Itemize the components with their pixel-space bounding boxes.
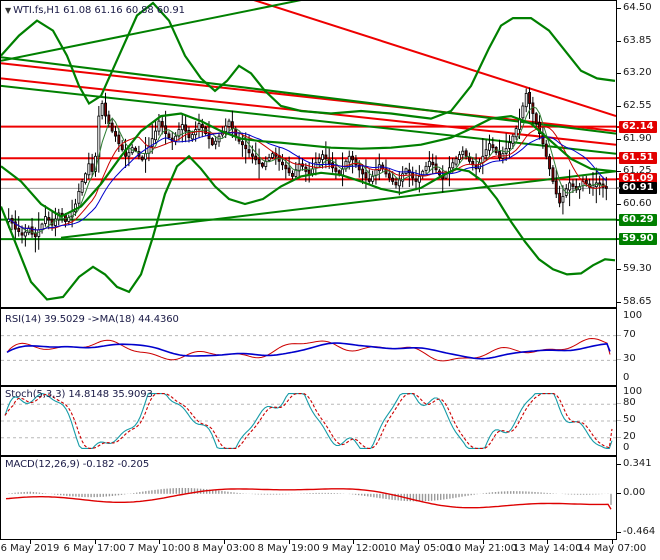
price-tick-mark	[617, 8, 621, 9]
price-pane-header: ▼ WTI.fs,H1 61.08 61.16 60.88 60.91	[5, 5, 185, 16]
price-level-connector	[617, 187, 620, 190]
stochastic-tick-mark	[617, 420, 621, 421]
macd-tick-label: 0.341	[623, 458, 652, 469]
price-tick-mark	[617, 269, 621, 271]
stochastic-pane[interactable]	[0, 386, 617, 456]
rsi-plot	[1, 309, 616, 385]
price-tick-label: 63.85	[623, 34, 652, 46]
time-tick-mark	[482, 540, 484, 544]
price-level-badge[interactable]: 59.90	[619, 233, 657, 246]
rsi-pane-header: RSI(14) 39.5029 ->MA(18) 44.4360	[5, 314, 179, 325]
price-tick-label: 59.30	[623, 263, 652, 275]
stochastic-tick-label: 100	[623, 386, 643, 397]
macd-pane-header: MACD(12,26,9) -0.182 -0.205	[5, 459, 150, 470]
price-tick-mark	[617, 204, 621, 205]
macd-tick-mark	[617, 532, 621, 533]
price-plot	[1, 1, 616, 307]
time-tick-label: 6 May 2019	[0, 543, 60, 554]
macd-axis[interactable]: 0.341 0.00 -0.464	[617, 456, 660, 540]
macd-tick-label: -0.464	[623, 526, 656, 537]
price-level-badge[interactable]: 60.29	[619, 213, 657, 226]
price-tick-mark	[617, 106, 621, 107]
stochastic-tick-mark	[617, 436, 621, 438]
macd-series-layer	[5, 487, 612, 510]
macd-pane[interactable]	[0, 456, 617, 540]
time-tick-label: 13 May 14:00	[513, 543, 582, 554]
price-level-badge[interactable]: 60.91	[619, 182, 657, 195]
price-level-connector	[617, 125, 620, 128]
stochastic-series-layer	[1, 393, 616, 449]
price-tick-mark	[617, 40, 621, 42]
time-tick-mark	[30, 540, 31, 544]
time-tick-mark	[94, 540, 96, 544]
price-tick-mark	[617, 302, 621, 303]
price-tick-label: 61.90	[623, 132, 652, 144]
price-level-badge[interactable]: 61.51	[619, 152, 657, 165]
stochastic-tick-mark	[617, 403, 621, 405]
rsi-series-layer	[1, 335, 616, 362]
price-tick-label: 61.25	[623, 165, 652, 177]
time-tick-mark	[547, 540, 549, 544]
collapse-arrow-icon[interactable]: ▼	[5, 6, 12, 15]
stochastic-tick-label: 20	[623, 430, 636, 442]
stochastic-plot	[1, 387, 616, 455]
price-tick-label: 62.55	[623, 100, 652, 111]
price-tick-mark	[617, 73, 621, 75]
stochastic-tick-label: 50	[623, 414, 636, 425]
time-tick-mark	[612, 540, 613, 544]
time-tick-label: 7 May 10:00	[128, 543, 191, 554]
price-tick-mark	[617, 138, 621, 140]
stochastic-tick-label: 80	[623, 397, 636, 409]
price-level-connector	[617, 157, 620, 160]
time-tick-label: 6 May 17:00	[63, 543, 126, 554]
time-tick-mark	[224, 540, 225, 544]
price-level-badge[interactable]: 61.09	[619, 173, 657, 186]
price-tick-mark	[617, 171, 621, 173]
macd-tick-mark	[617, 464, 621, 465]
stochastic-axis[interactable]: 100 80 50 20 0	[617, 386, 660, 456]
macd-tick-label: 0.00	[623, 486, 646, 498]
time-tick-mark	[288, 540, 290, 544]
stochastic-tick-label: 0	[623, 442, 630, 453]
time-tick-mark	[418, 540, 419, 544]
price-tick-label: 58.65	[623, 296, 652, 307]
rsi-pane[interactable]	[0, 308, 617, 386]
time-tick-label: 10 May 05:00	[383, 543, 453, 554]
price-tick-label: 64.50	[623, 2, 652, 13]
macd-tick-mark	[617, 492, 621, 494]
time-tick-label: 14 May 07:00	[577, 543, 647, 554]
macd-plot	[1, 457, 616, 539]
price-level-connector	[617, 238, 620, 241]
rsi-tick-label: 100	[623, 310, 643, 321]
price-series-layer	[1, 1, 616, 301]
price-level-badge[interactable]: 62.14	[619, 120, 657, 133]
time-tick-label: 8 May 03:00	[192, 543, 256, 554]
rsi-tick-label: 30	[623, 353, 636, 365]
time-tick-label: 8 May 19:00	[257, 543, 320, 554]
time-tick-label: 9 May 12:00	[322, 543, 385, 554]
price-level-connector	[617, 218, 620, 221]
time-tick-label: 10 May 21:00	[448, 543, 517, 554]
price-tick-label: 60.60	[623, 198, 652, 209]
time-axis[interactable]: 6 May 2019 6 May 17:00 7 May 10:00 8 May 03…	[0, 540, 660, 560]
price-level-connector	[617, 178, 620, 181]
time-tick-mark	[159, 540, 161, 544]
price-tick-label: 63.20	[623, 67, 652, 79]
rsi-tick-mark	[617, 334, 621, 336]
rsi-tick-label: 70	[623, 328, 636, 340]
price-pane-title: WTI.fs,H1 61.08 61.16 60.88 60.91	[13, 5, 185, 16]
rsi-tick-mark	[617, 359, 621, 361]
price-axis[interactable]: 64.50 63.85 63.20 62.55 61.90 61.25 60.60 59.30…	[617, 0, 660, 308]
time-tick-mark	[353, 540, 355, 544]
rsi-tick-label: 0	[623, 372, 630, 383]
stochastic-pane-header: Stoch(5,3,3) 14.8148 35.9093	[5, 389, 153, 400]
price-pane[interactable]	[0, 0, 617, 308]
rsi-axis[interactable]: 100 70 30 0	[617, 308, 660, 386]
